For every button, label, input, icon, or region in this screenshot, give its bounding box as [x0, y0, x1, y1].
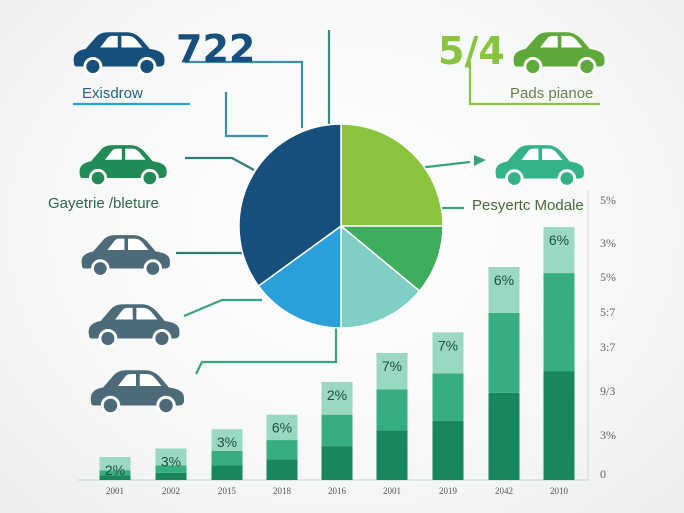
- bar-segment: [266, 414, 298, 441]
- pie-slice-3: [340, 224, 421, 329]
- bar-data-label: 6%: [272, 420, 292, 436]
- x-tick-label: 2042: [495, 486, 513, 496]
- bar-segment: [432, 420, 464, 480]
- car-icon: [90, 370, 184, 416]
- bar-segment: [211, 429, 243, 451]
- bar-segment: [376, 352, 408, 390]
- bar-segment: [432, 373, 464, 421]
- bar-data-label: 6%: [494, 272, 514, 288]
- x-tick-label: 2010: [550, 486, 569, 496]
- bar-segment: [99, 457, 131, 471]
- connector-line: [224, 92, 268, 138]
- bar-segment: [488, 267, 520, 314]
- right-axis-tick: 3%: [600, 236, 616, 250]
- bar-segment: [376, 430, 408, 480]
- x-tick-label: 2018: [273, 486, 292, 496]
- x-tick-label: 2001: [106, 486, 124, 496]
- x-tick-label: 2019: [439, 486, 458, 496]
- car-icon: [81, 235, 170, 278]
- bar-segment: [99, 470, 131, 476]
- bar-segment: [432, 332, 464, 374]
- bar-segment: [155, 448, 187, 466]
- bar-chart-right-axis: 5% 3% 5% 5:7 3:7 9/3 3% 0: [600, 193, 616, 481]
- bar-segment: [321, 446, 353, 480]
- bar-segment: [155, 472, 187, 480]
- connector-line: [183, 298, 262, 318]
- top-right-label: Pads pianoe: [510, 85, 593, 102]
- connector-line: [185, 156, 255, 171]
- car-icon: [88, 304, 180, 348]
- connector-line: [468, 62, 600, 106]
- connector-line: [417, 160, 471, 170]
- bar-segment: [266, 459, 298, 480]
- bar-data-label: 2%: [327, 387, 347, 403]
- top-right-number: 5/4: [438, 29, 505, 73]
- pie-slice-2: [338, 225, 444, 293]
- bar-segment: [376, 389, 408, 431]
- pie-slice-1: [340, 123, 444, 227]
- connector-arrowhead: [474, 155, 486, 166]
- x-tick-label: 2016: [328, 486, 347, 496]
- car-icon: [79, 145, 167, 188]
- bar-data-label: 2%: [105, 462, 125, 478]
- pie-slice-4: [257, 224, 342, 329]
- bar-data-label: 7%: [438, 337, 458, 353]
- bar-segment: [266, 440, 298, 460]
- top-left-number: 722: [176, 27, 255, 71]
- right-axis-tick: 3:7: [600, 340, 615, 354]
- pie-chart: [238, 123, 444, 329]
- connector-line: [185, 60, 304, 128]
- bar-segment: [155, 465, 187, 473]
- bar-data-label: 6%: [549, 232, 569, 248]
- x-tick-label: 2001: [383, 486, 401, 496]
- bar-segment: [488, 392, 520, 480]
- right-axis-tick: 5%: [600, 270, 616, 284]
- bar-segment: [543, 371, 575, 480]
- bar-data-label: 3%: [161, 454, 181, 470]
- bar-data-label: 3%: [217, 434, 237, 450]
- right-axis-tick: 5:7: [600, 305, 615, 319]
- bar-segment: [488, 313, 520, 393]
- bar-segment: [99, 475, 131, 480]
- bar-segment: [211, 465, 243, 480]
- connector-lines: [73, 30, 600, 375]
- right-axis-tick: 5%: [600, 193, 616, 207]
- right-axis-tick: 3%: [600, 428, 616, 442]
- car-icon: [495, 145, 584, 188]
- bar-segment: [543, 273, 575, 372]
- car-icon: [73, 32, 165, 76]
- bar-data-label: 7%: [382, 358, 402, 374]
- bar-chart: 2% 3% 3% 6% 2% 7% 7% 6% 6%: [99, 227, 575, 480]
- mid-left-label: Gayetrie /bleture: [48, 195, 159, 212]
- connector-line: [195, 328, 338, 375]
- bar-segment: [211, 450, 243, 466]
- right-axis-tick: 0: [600, 467, 606, 481]
- bar-segment: [543, 227, 575, 274]
- bar-segment: [321, 414, 353, 447]
- right-axis-tick: 9/3: [600, 384, 615, 398]
- top-left-label: Exisdrow: [82, 85, 143, 102]
- car-icon: [513, 32, 605, 76]
- mid-right-label: Pesyertc Modale: [472, 197, 584, 214]
- x-tick-label: 2015: [218, 486, 237, 496]
- x-tick-label: 2002: [162, 486, 180, 496]
- bar-chart-x-axis: 2001 2002 2015 2018 2016 2001 2019 2042 2010: [106, 486, 569, 496]
- bar-segment: [321, 381, 353, 415]
- pie-slice-5: [238, 123, 342, 287]
